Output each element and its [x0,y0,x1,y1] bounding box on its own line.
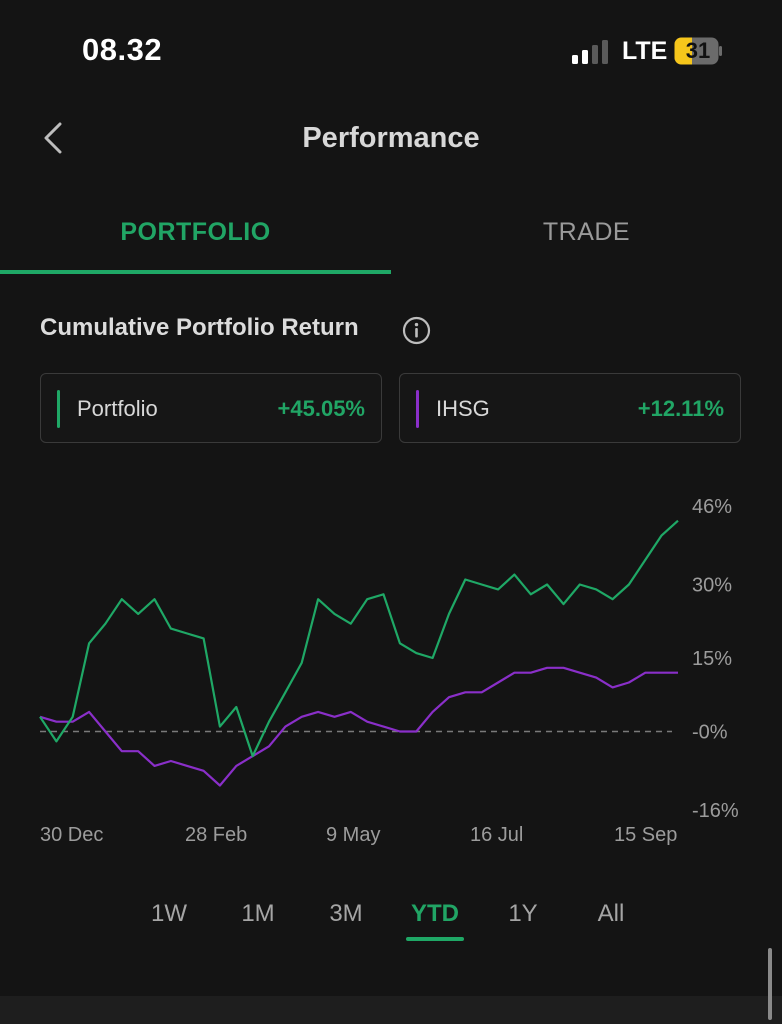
tab-trade[interactable]: TRADE [542,218,631,246]
range-1m[interactable]: 1M [241,900,275,927]
status-time: 08.32 [82,32,163,67]
tab-bar: PORTFOLIO TRADE [0,196,782,280]
range-1y[interactable]: 1Y [508,900,538,927]
cellular-signal-icon [572,40,608,64]
x-tick-label: 9 May [326,824,380,846]
x-tick-label: 16 Jul [470,824,523,846]
bottom-panel [0,996,782,1024]
x-tick-label: 15 Sep [614,824,677,846]
range-selector: 1W 1M 3M YTD 1Y All [0,892,782,952]
x-tick-label: 30 Dec [40,824,103,846]
y-tick-label: -0% [692,722,728,744]
chevron-left-icon [44,122,62,154]
y-tick-label: -16% [692,800,739,822]
tab-portfolio[interactable]: PORTFOLIO [120,218,271,246]
y-tick-label: 46% [692,496,732,518]
legend-value-portfolio: +45.05% [277,396,365,421]
active-tab-indicator [0,270,391,274]
status-bar: 08.32 LTE 31 [0,0,782,100]
y-tick-label: 15% [692,648,732,670]
section-title: Cumulative Portfolio Return [40,314,359,341]
network-type: LTE [622,37,668,65]
range-1w[interactable]: 1W [151,900,187,927]
series-line-portfolio [39,519,679,758]
portfolio-color-marker [57,390,60,428]
back-button[interactable] [36,116,76,160]
active-range-indicator [406,937,464,941]
range-all[interactable]: All [597,900,625,927]
battery-icon [674,37,722,65]
legend-name-ihsg: IHSG [436,396,490,421]
cumulative-return-chart[interactable]: 46% 30% 15% -0% -16% 30 Dec 28 Feb 9 May 16 Jul 1… [0,480,782,860]
legend-name-portfolio: Portfolio [77,396,158,421]
scrollbar[interactable] [768,948,772,1020]
x-tick-label: 28 Feb [185,824,247,846]
battery-level: 31 [685,38,711,63]
range-3m[interactable]: 3M [329,900,363,927]
ihsg-color-marker [416,390,419,428]
page-title: Performance [302,122,480,154]
legend-card-portfolio[interactable]: Portfolio +45.05% [40,373,382,443]
legend-card-ihsg[interactable]: IHSG +12.11% [399,373,741,443]
series-line-ihsg [39,666,678,787]
legend-value-ihsg: +12.11% [637,396,724,421]
info-icon[interactable] [402,316,431,345]
y-tick-label: 30% [692,574,732,596]
range-ytd[interactable]: YTD [411,900,459,927]
